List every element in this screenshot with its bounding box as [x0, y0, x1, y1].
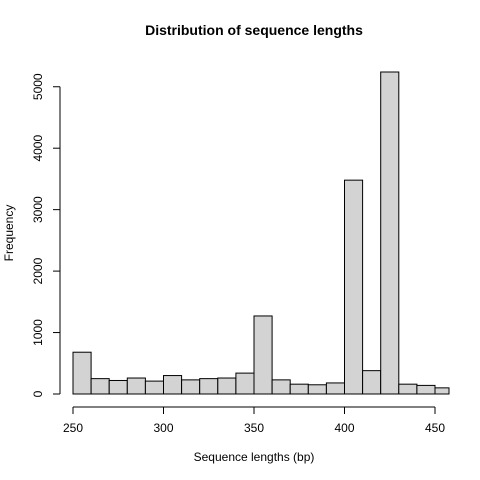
histogram-bar-10 [253, 315, 273, 395]
y-tick-label: 3000 [31, 196, 45, 223]
histogram-bars [72, 71, 450, 395]
x-tick-label: 400 [334, 421, 354, 435]
histogram-bar-3 [126, 377, 146, 395]
histogram-bar-2 [108, 379, 128, 395]
x-tick-label: 300 [153, 421, 173, 435]
x-axis-label: Sequence lengths (bp) [194, 450, 315, 464]
histogram-bar-5 [163, 375, 183, 395]
histogram-bar-11 [271, 379, 291, 395]
histogram-bar-18 [398, 383, 418, 395]
histogram-bar-17 [380, 71, 400, 395]
histogram-bar-9 [235, 372, 255, 395]
histogram-bar-4 [144, 380, 164, 395]
histogram-bar-8 [217, 377, 237, 395]
histogram-bar-14 [325, 382, 345, 395]
y-tick-label: 1000 [31, 319, 45, 346]
x-tick-label: 450 [425, 421, 445, 435]
histogram-bar-19 [416, 384, 436, 395]
histogram-bar-7 [199, 378, 219, 395]
histogram-bar-20 [434, 387, 450, 395]
histogram-bar-1 [90, 378, 110, 395]
histogram-bar-6 [181, 379, 201, 395]
chart-title: Distribution of sequence lengths [145, 22, 363, 38]
y-tick-label: 5000 [31, 73, 45, 100]
histogram-bar-12 [289, 383, 309, 395]
x-tick-label: 250 [63, 421, 83, 435]
y-tick-label: 4000 [31, 135, 45, 162]
y-tick-label: 0 [31, 390, 45, 397]
x-axis: 250 300 350 400 450 [63, 406, 445, 435]
y-tick-label: 2000 [31, 257, 45, 284]
histogram-bar-0 [72, 351, 92, 395]
histogram-bar-13 [307, 384, 327, 395]
histogram-bar-16 [362, 370, 382, 395]
y-axis-label: Frequency [2, 205, 16, 262]
histogram-bar-15 [344, 179, 364, 395]
y-axis: 0 1000 2000 3000 4000 5000 [31, 73, 61, 397]
x-tick-label: 350 [244, 421, 264, 435]
